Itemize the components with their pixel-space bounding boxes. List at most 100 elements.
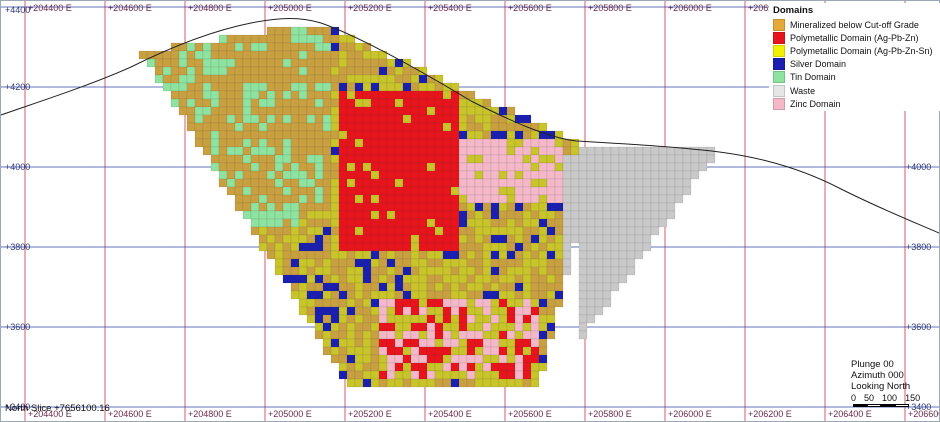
model-block — [394, 354, 404, 364]
model-block — [378, 234, 388, 244]
model-block — [370, 154, 380, 164]
model-block — [490, 202, 500, 212]
model-block — [490, 162, 500, 172]
model-block — [154, 74, 164, 84]
model-block — [362, 290, 372, 300]
model-block — [338, 226, 348, 236]
model-block — [674, 170, 684, 180]
model-block — [554, 274, 564, 284]
legend-label: Polymetallic Domain (Ag-Pb-Zn) — [790, 32, 919, 43]
model-block — [474, 106, 484, 116]
model-block — [410, 210, 420, 220]
model-block — [442, 146, 452, 156]
model-block — [410, 170, 420, 180]
model-block — [434, 218, 444, 228]
model-block — [626, 250, 636, 260]
model-block — [490, 122, 500, 132]
model-block — [458, 162, 468, 172]
model-block — [378, 98, 388, 108]
model-block — [250, 178, 260, 188]
model-block — [506, 378, 516, 388]
model-block — [490, 130, 500, 140]
model-block — [410, 378, 420, 388]
model-block — [450, 378, 460, 388]
model-block — [338, 130, 348, 140]
model-block — [202, 98, 212, 108]
model-block — [434, 282, 444, 292]
model-block — [402, 170, 412, 180]
model-block — [498, 170, 508, 180]
model-block — [434, 266, 444, 276]
model-block — [306, 98, 316, 108]
model-block — [434, 170, 444, 180]
model-block — [394, 234, 404, 244]
model-block — [226, 74, 236, 84]
model-block — [218, 42, 228, 52]
model-block — [322, 258, 332, 268]
model-block — [642, 154, 652, 164]
model-block — [410, 346, 420, 356]
model-block — [650, 178, 660, 188]
model-block — [274, 218, 284, 228]
model-block — [386, 370, 396, 380]
model-block — [594, 266, 604, 276]
model-block — [546, 194, 556, 204]
model-block — [418, 226, 428, 236]
model-block — [210, 90, 220, 100]
model-block — [634, 146, 644, 156]
model-block — [370, 346, 380, 356]
model-block — [322, 106, 332, 116]
model-block — [402, 106, 412, 116]
model-block — [386, 98, 396, 108]
model-block — [186, 122, 196, 132]
model-block — [466, 130, 476, 140]
model-block — [338, 162, 348, 172]
model-block — [162, 50, 172, 60]
model-block — [362, 338, 372, 348]
model-block — [458, 114, 468, 124]
model-block — [530, 338, 540, 348]
model-block — [314, 178, 324, 188]
model-block — [330, 58, 340, 68]
model-block — [250, 98, 260, 108]
model-block — [394, 370, 404, 380]
model-block — [418, 322, 428, 332]
model-block — [346, 138, 356, 148]
model-block — [666, 202, 676, 212]
model-block — [474, 338, 484, 348]
model-block — [426, 258, 436, 268]
model-block — [282, 114, 292, 124]
model-block — [434, 346, 444, 356]
model-block — [418, 266, 428, 276]
model-block — [594, 290, 604, 300]
elevation-label-right: +4000 — [906, 162, 931, 172]
model-block — [450, 314, 460, 324]
model-block — [410, 362, 420, 372]
model-block — [274, 34, 284, 44]
model-block — [402, 314, 412, 324]
model-block — [314, 314, 324, 324]
model-block — [434, 370, 444, 380]
model-block — [306, 66, 316, 76]
model-block — [586, 258, 596, 268]
model-block — [362, 226, 372, 236]
model-block — [418, 218, 428, 228]
model-block — [442, 154, 452, 164]
model-block — [202, 58, 212, 68]
model-block — [674, 162, 684, 172]
model-block — [426, 362, 436, 372]
model-block — [602, 282, 612, 292]
model-block — [538, 170, 548, 180]
model-block — [178, 50, 188, 60]
model-block — [690, 146, 700, 156]
model-block — [290, 26, 300, 36]
model-block — [410, 114, 420, 124]
model-block — [338, 82, 348, 92]
model-block — [466, 266, 476, 276]
model-block — [298, 82, 308, 92]
model-block — [282, 98, 292, 108]
model-block — [322, 234, 332, 244]
model-block — [482, 378, 492, 388]
model-block — [290, 186, 300, 196]
